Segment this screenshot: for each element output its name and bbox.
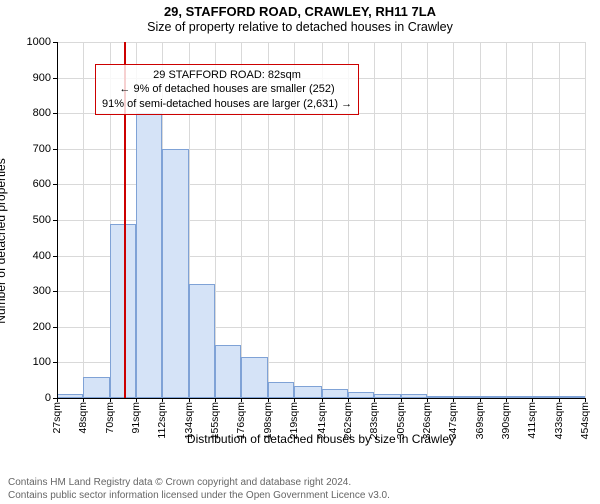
y-tick-label: 700 [33, 143, 51, 155]
footer-line-2: Contains public sector information licen… [8, 490, 390, 503]
gridline-v [480, 42, 481, 398]
x-tick-label: 70sqm [104, 402, 116, 434]
annotation-box: 29 STAFFORD ROAD: 82sqm← 9% of detached … [95, 64, 359, 115]
gridline-v [585, 42, 586, 398]
histogram-bar [162, 149, 189, 398]
y-tick-label: 900 [33, 72, 51, 84]
y-tick-label: 600 [33, 178, 51, 190]
x-tick-label: 48sqm [77, 402, 89, 434]
histogram-bar [268, 382, 294, 398]
gridline-v [532, 42, 533, 398]
y-axis-line [57, 42, 58, 398]
gridline-v [374, 42, 375, 398]
x-tick-label: 91sqm [130, 402, 142, 434]
y-tick-label: 100 [33, 356, 51, 368]
histogram-bar [241, 357, 268, 398]
gridline-v [506, 42, 507, 398]
gridline-v [427, 42, 428, 398]
plot-area: 0100200300400500600700800900100027sqm48s… [57, 42, 585, 398]
x-axis-label: Distribution of detached houses by size … [57, 432, 585, 446]
chart-wrap: Number of detached properties 0100200300… [7, 36, 593, 446]
gridline-v [453, 42, 454, 398]
footer: Contains HM Land Registry data © Crown c… [8, 477, 390, 502]
y-tick-label: 300 [33, 285, 51, 297]
y-tick-label: 200 [33, 321, 51, 333]
chart-container: 29, STAFFORD ROAD, CRAWLEY, RH11 7LA Siz… [0, 4, 600, 504]
gridline-v [559, 42, 560, 398]
annotation-line: ← 9% of detached houses are smaller (252… [102, 82, 352, 96]
gridline-v [83, 42, 84, 398]
annotation-line: 91% of semi-detached houses are larger (… [102, 97, 352, 111]
x-axis-line [57, 398, 585, 399]
histogram-bar [322, 389, 348, 398]
footer-line-1: Contains HM Land Registry data © Crown c… [8, 477, 390, 490]
histogram-bar [83, 377, 110, 398]
histogram-bar [136, 113, 162, 398]
gridline-v [401, 42, 402, 398]
page-subtitle: Size of property relative to detached ho… [0, 20, 600, 34]
y-tick-label: 400 [33, 250, 51, 262]
y-tick-label: 1000 [27, 36, 51, 48]
histogram-bar [294, 386, 321, 398]
y-tick-label: 500 [33, 214, 51, 226]
histogram-bar [189, 284, 215, 398]
annotation-line: 29 STAFFORD ROAD: 82sqm [102, 68, 352, 82]
histogram-bar [215, 345, 241, 398]
page-title: 29, STAFFORD ROAD, CRAWLEY, RH11 7LA [0, 4, 600, 19]
y-tick-label: 800 [33, 107, 51, 119]
x-tick-label: 27sqm [51, 402, 63, 434]
y-axis-label: Number of detached properties [0, 158, 8, 323]
